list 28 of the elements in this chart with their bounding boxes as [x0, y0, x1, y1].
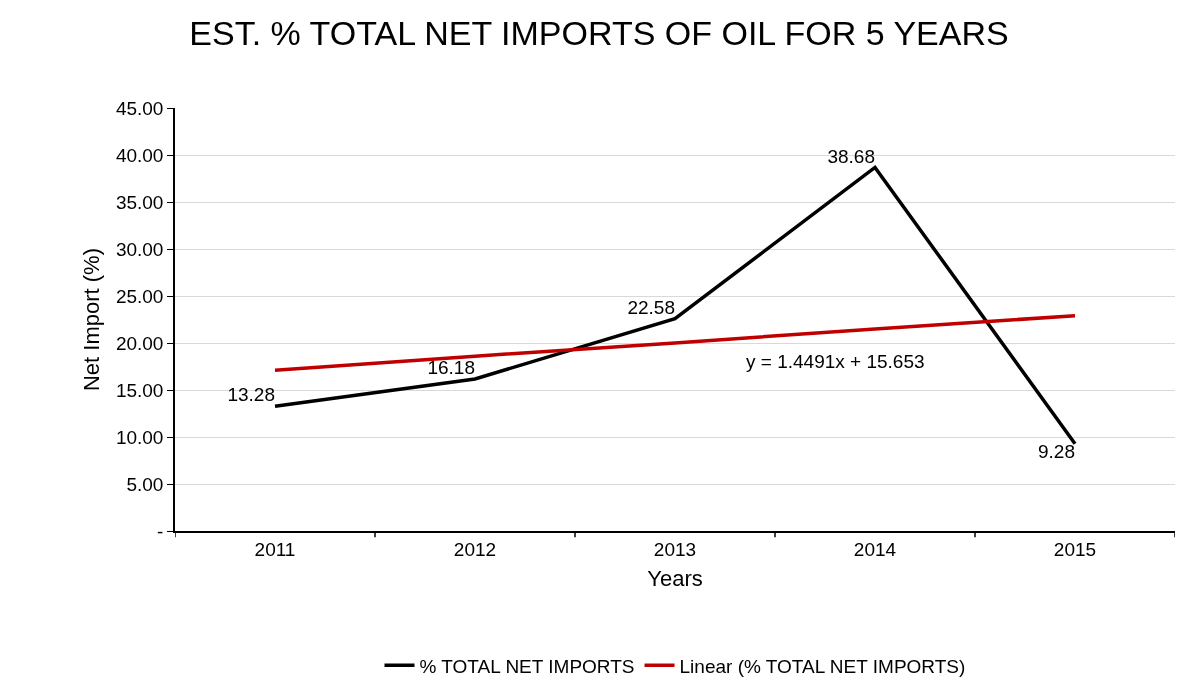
y-tick-label: 30.00 — [115, 238, 164, 260]
data-label: 13.28 — [227, 384, 275, 406]
data-label: 9.28 — [1038, 441, 1075, 463]
y-axis-title: Net Import (%) — [79, 247, 105, 392]
data-label: 16.18 — [427, 357, 475, 379]
y-tick-label: 15.00 — [115, 379, 164, 401]
y-tick-label: - — [157, 520, 164, 542]
y-tick-label: 35.00 — [115, 191, 164, 213]
line-series — [273, 313, 1077, 373]
y-tick-label: 5.00 — [126, 473, 164, 495]
data-label: 38.68 — [827, 145, 875, 167]
x-axis-title: Years — [647, 565, 703, 591]
line-series — [273, 165, 1077, 446]
x-tick-label: 2012 — [453, 538, 497, 560]
x-tick-label: 2011 — [254, 538, 296, 560]
y-tick-label: 40.00 — [115, 144, 164, 166]
x-tick-label: 2015 — [1053, 538, 1097, 560]
y-tick-label: 45.00 — [115, 97, 164, 119]
data-label: 22.58 — [627, 297, 675, 318]
x-tick-label: 2013 — [653, 538, 697, 560]
legend-label: Linear (% TOTAL NET IMPORTS) — [679, 655, 966, 677]
y-tick-label: 10.00 — [115, 426, 164, 448]
annotation: y = 1.4491x + 15.653 — [746, 351, 925, 372]
chart-title: EST. % TOTAL NET IMPORTS OF OIL FOR 5 YEARS — [189, 13, 1009, 52]
legend-label: % TOTAL NET IMPORTS — [419, 655, 635, 677]
y-tick-label: 20.00 — [115, 332, 164, 354]
x-tick-label: 2014 — [853, 538, 897, 560]
y-tick-label: 25.00 — [115, 285, 164, 307]
